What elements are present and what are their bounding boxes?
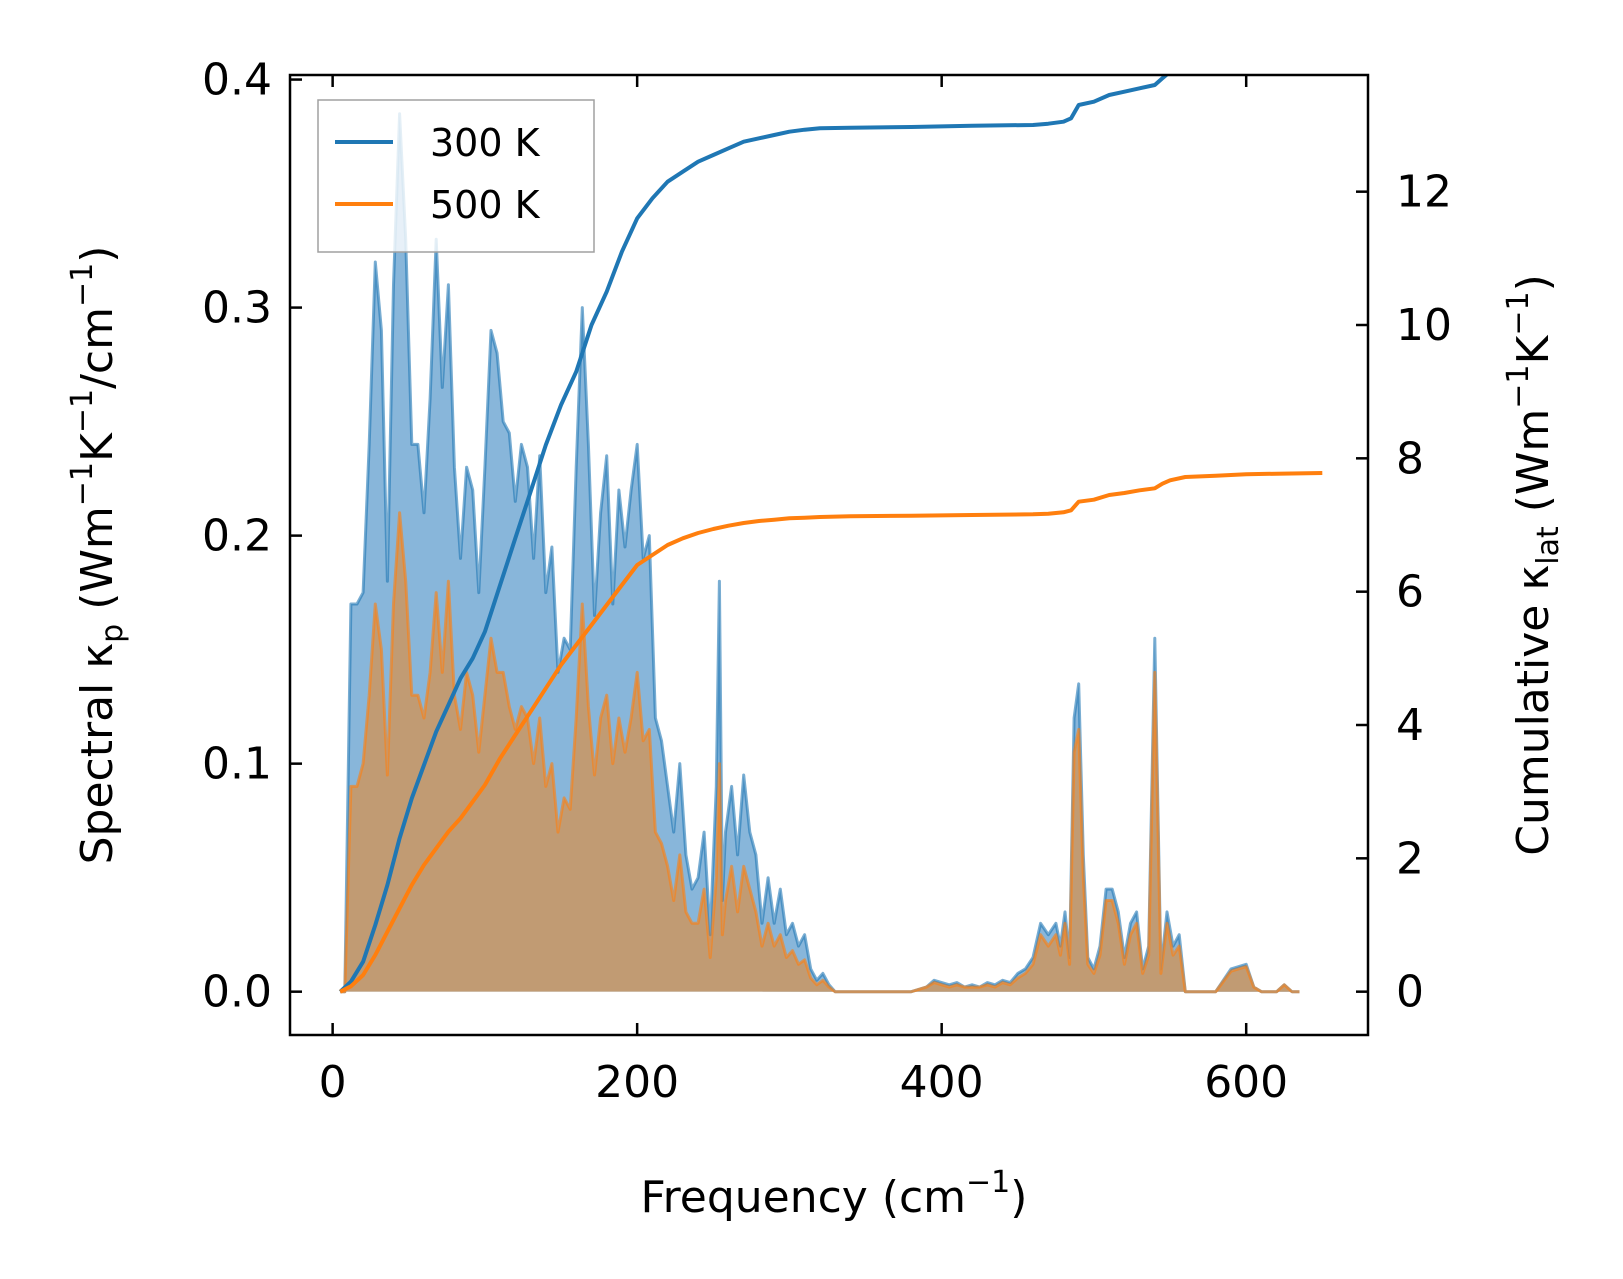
y-right-tick-label: 6 bbox=[1396, 567, 1424, 618]
y-left-tick-label: 0.0 bbox=[202, 967, 272, 1018]
y-left-label-part-3: −1 bbox=[65, 462, 100, 506]
y-left-tick-label: 0.2 bbox=[202, 511, 272, 562]
x-axis-label-sup: −1 bbox=[966, 1165, 1010, 1200]
legend-label-300k: 300 K bbox=[430, 121, 541, 165]
x-axis-label-main: Frequency (cm bbox=[641, 1172, 967, 1223]
y-axis-right-label: Cumulative κlat (Wm−1K−1) bbox=[1501, 274, 1566, 856]
y-right-label-part-2: (Wm bbox=[1508, 409, 1559, 527]
y-left-label-part-4: K bbox=[72, 432, 123, 462]
x-tick-label: 0 bbox=[319, 1057, 347, 1108]
y-right-tick-label: 0 bbox=[1396, 967, 1424, 1018]
spectral-area-500k bbox=[340, 512, 1300, 992]
y-left-tick-label: 0.1 bbox=[202, 739, 272, 790]
y-right-tick-label: 8 bbox=[1396, 433, 1424, 484]
spectral-fill-layer bbox=[340, 112, 1300, 994]
y-right-label-part-6: ) bbox=[1508, 274, 1559, 291]
y-left-label-part-1: p bbox=[95, 624, 130, 643]
cumulative-line-300k bbox=[338, 75, 1170, 994]
y-right-label-part-4: K bbox=[1508, 334, 1559, 364]
tick-layer: 0 200 400 600 0.0 0.1 0.2 0.3 0.4 0 2 4 6 8 10 12 bbox=[202, 55, 1452, 1108]
y-left-label-part-0: Spectral κ bbox=[72, 643, 123, 865]
y-right-label-part-5: −1 bbox=[1501, 291, 1536, 335]
y-left-label-part-6: /cm bbox=[72, 307, 123, 389]
y-left-tick-label: 0.4 bbox=[202, 55, 272, 106]
y-left-label-part-5: −1 bbox=[65, 389, 100, 433]
plot-frame bbox=[288, 73, 1370, 1037]
y-left-tick-label: 0.3 bbox=[202, 283, 272, 334]
x-axis-label-end: ) bbox=[1010, 1172, 1027, 1223]
y-axis-left-label: Spectral κp (Wm−1K−1/cm−1) bbox=[65, 246, 130, 865]
y-right-label-part-1: lat bbox=[1531, 526, 1566, 565]
spectral-line-300k bbox=[340, 112, 1300, 994]
y-left-label-part-8: ) bbox=[72, 246, 123, 263]
y-right-tick-label: 4 bbox=[1396, 700, 1424, 751]
series-line-layer bbox=[338, 75, 1323, 994]
spectral-line-500k bbox=[340, 511, 1300, 994]
x-tick-label: 400 bbox=[900, 1057, 984, 1108]
y-right-label-part-3: −1 bbox=[1501, 364, 1536, 408]
y-left-label-part-7: −1 bbox=[65, 263, 100, 307]
y-left-label-part-2: (Wm bbox=[72, 506, 123, 624]
legend-label-500k: 500 K bbox=[430, 183, 541, 227]
y-right-tick-label: 10 bbox=[1396, 300, 1452, 351]
y-right-tick-label: 2 bbox=[1396, 833, 1424, 884]
x-tick-label: 600 bbox=[1204, 1057, 1288, 1108]
x-tick-label: 200 bbox=[595, 1057, 679, 1108]
x-axis-label: Frequency (cm−1) bbox=[641, 1165, 1028, 1223]
y-right-label-part-0: Cumulative κ bbox=[1508, 565, 1559, 856]
legend: 300 K 500 K bbox=[317, 99, 595, 253]
cumulative-line-500k bbox=[339, 471, 1323, 994]
y-right-tick-label: 12 bbox=[1396, 167, 1452, 218]
legend-box bbox=[317, 99, 595, 253]
